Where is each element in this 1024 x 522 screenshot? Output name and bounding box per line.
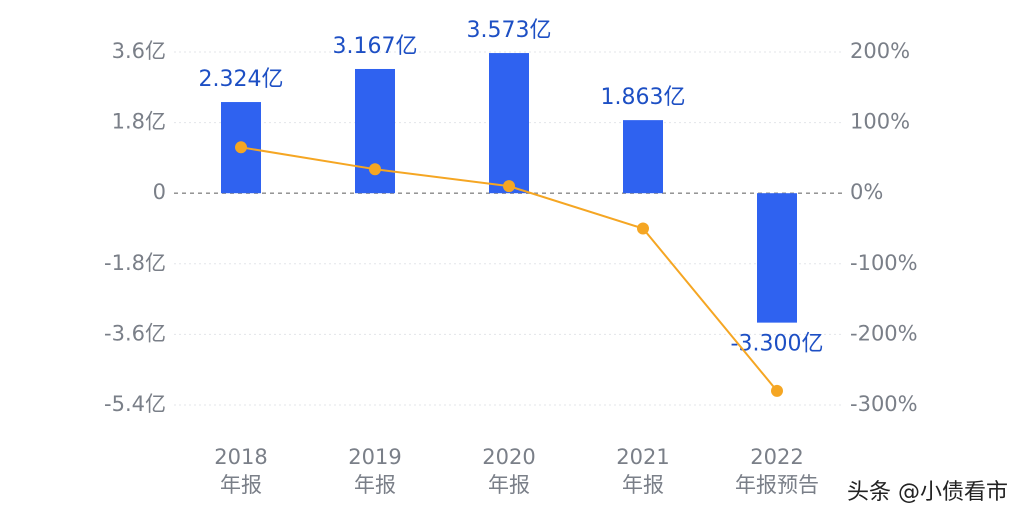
y-tick-label: 0 (153, 180, 166, 204)
y-tick-label: -1.8亿 (104, 251, 166, 275)
x-tick-label: 2022 (750, 445, 803, 469)
y2-tick-label: -100% (850, 251, 918, 275)
data-label: 3.573亿 (467, 18, 552, 43)
y-tick-label: 1.8亿 (112, 110, 166, 134)
data-label: 1.863亿 (601, 85, 686, 110)
x-tick-label: 年报 (354, 473, 396, 497)
data-label: 3.167亿 (333, 34, 418, 59)
x-tick-label: 年报 (488, 473, 530, 497)
bar (757, 193, 797, 323)
y2-tick-label: 200% (850, 39, 910, 63)
x-tick-label: 年报预告 (735, 473, 819, 497)
bar (489, 53, 529, 194)
line-point (771, 384, 783, 397)
y-tick-label: -5.4亿 (104, 392, 166, 416)
y2-tick-label: 0% (850, 180, 883, 204)
line-point (503, 180, 515, 193)
x-tick-label: 年报 (622, 473, 664, 497)
x-tick-label: 年报 (220, 473, 262, 497)
y-tick-label: -3.6亿 (104, 321, 166, 345)
y2-tick-label: 100% (850, 110, 910, 134)
line-point (235, 141, 247, 154)
x-tick-label: 2020 (482, 445, 535, 469)
x-tick-label: 2019 (348, 445, 401, 469)
y-tick-label: 3.6亿 (112, 39, 166, 63)
x-tick-label: 2021 (616, 445, 669, 469)
line-point (369, 163, 381, 176)
x-tick-label: 2018 (214, 445, 267, 469)
bar (623, 120, 663, 194)
y2-tick-label: -200% (850, 321, 918, 345)
watermark: 头条 @小债看市 (847, 480, 1008, 505)
y2-tick-label: -300% (850, 392, 918, 416)
data-label: 2.324亿 (199, 67, 284, 92)
line-point (637, 222, 649, 235)
